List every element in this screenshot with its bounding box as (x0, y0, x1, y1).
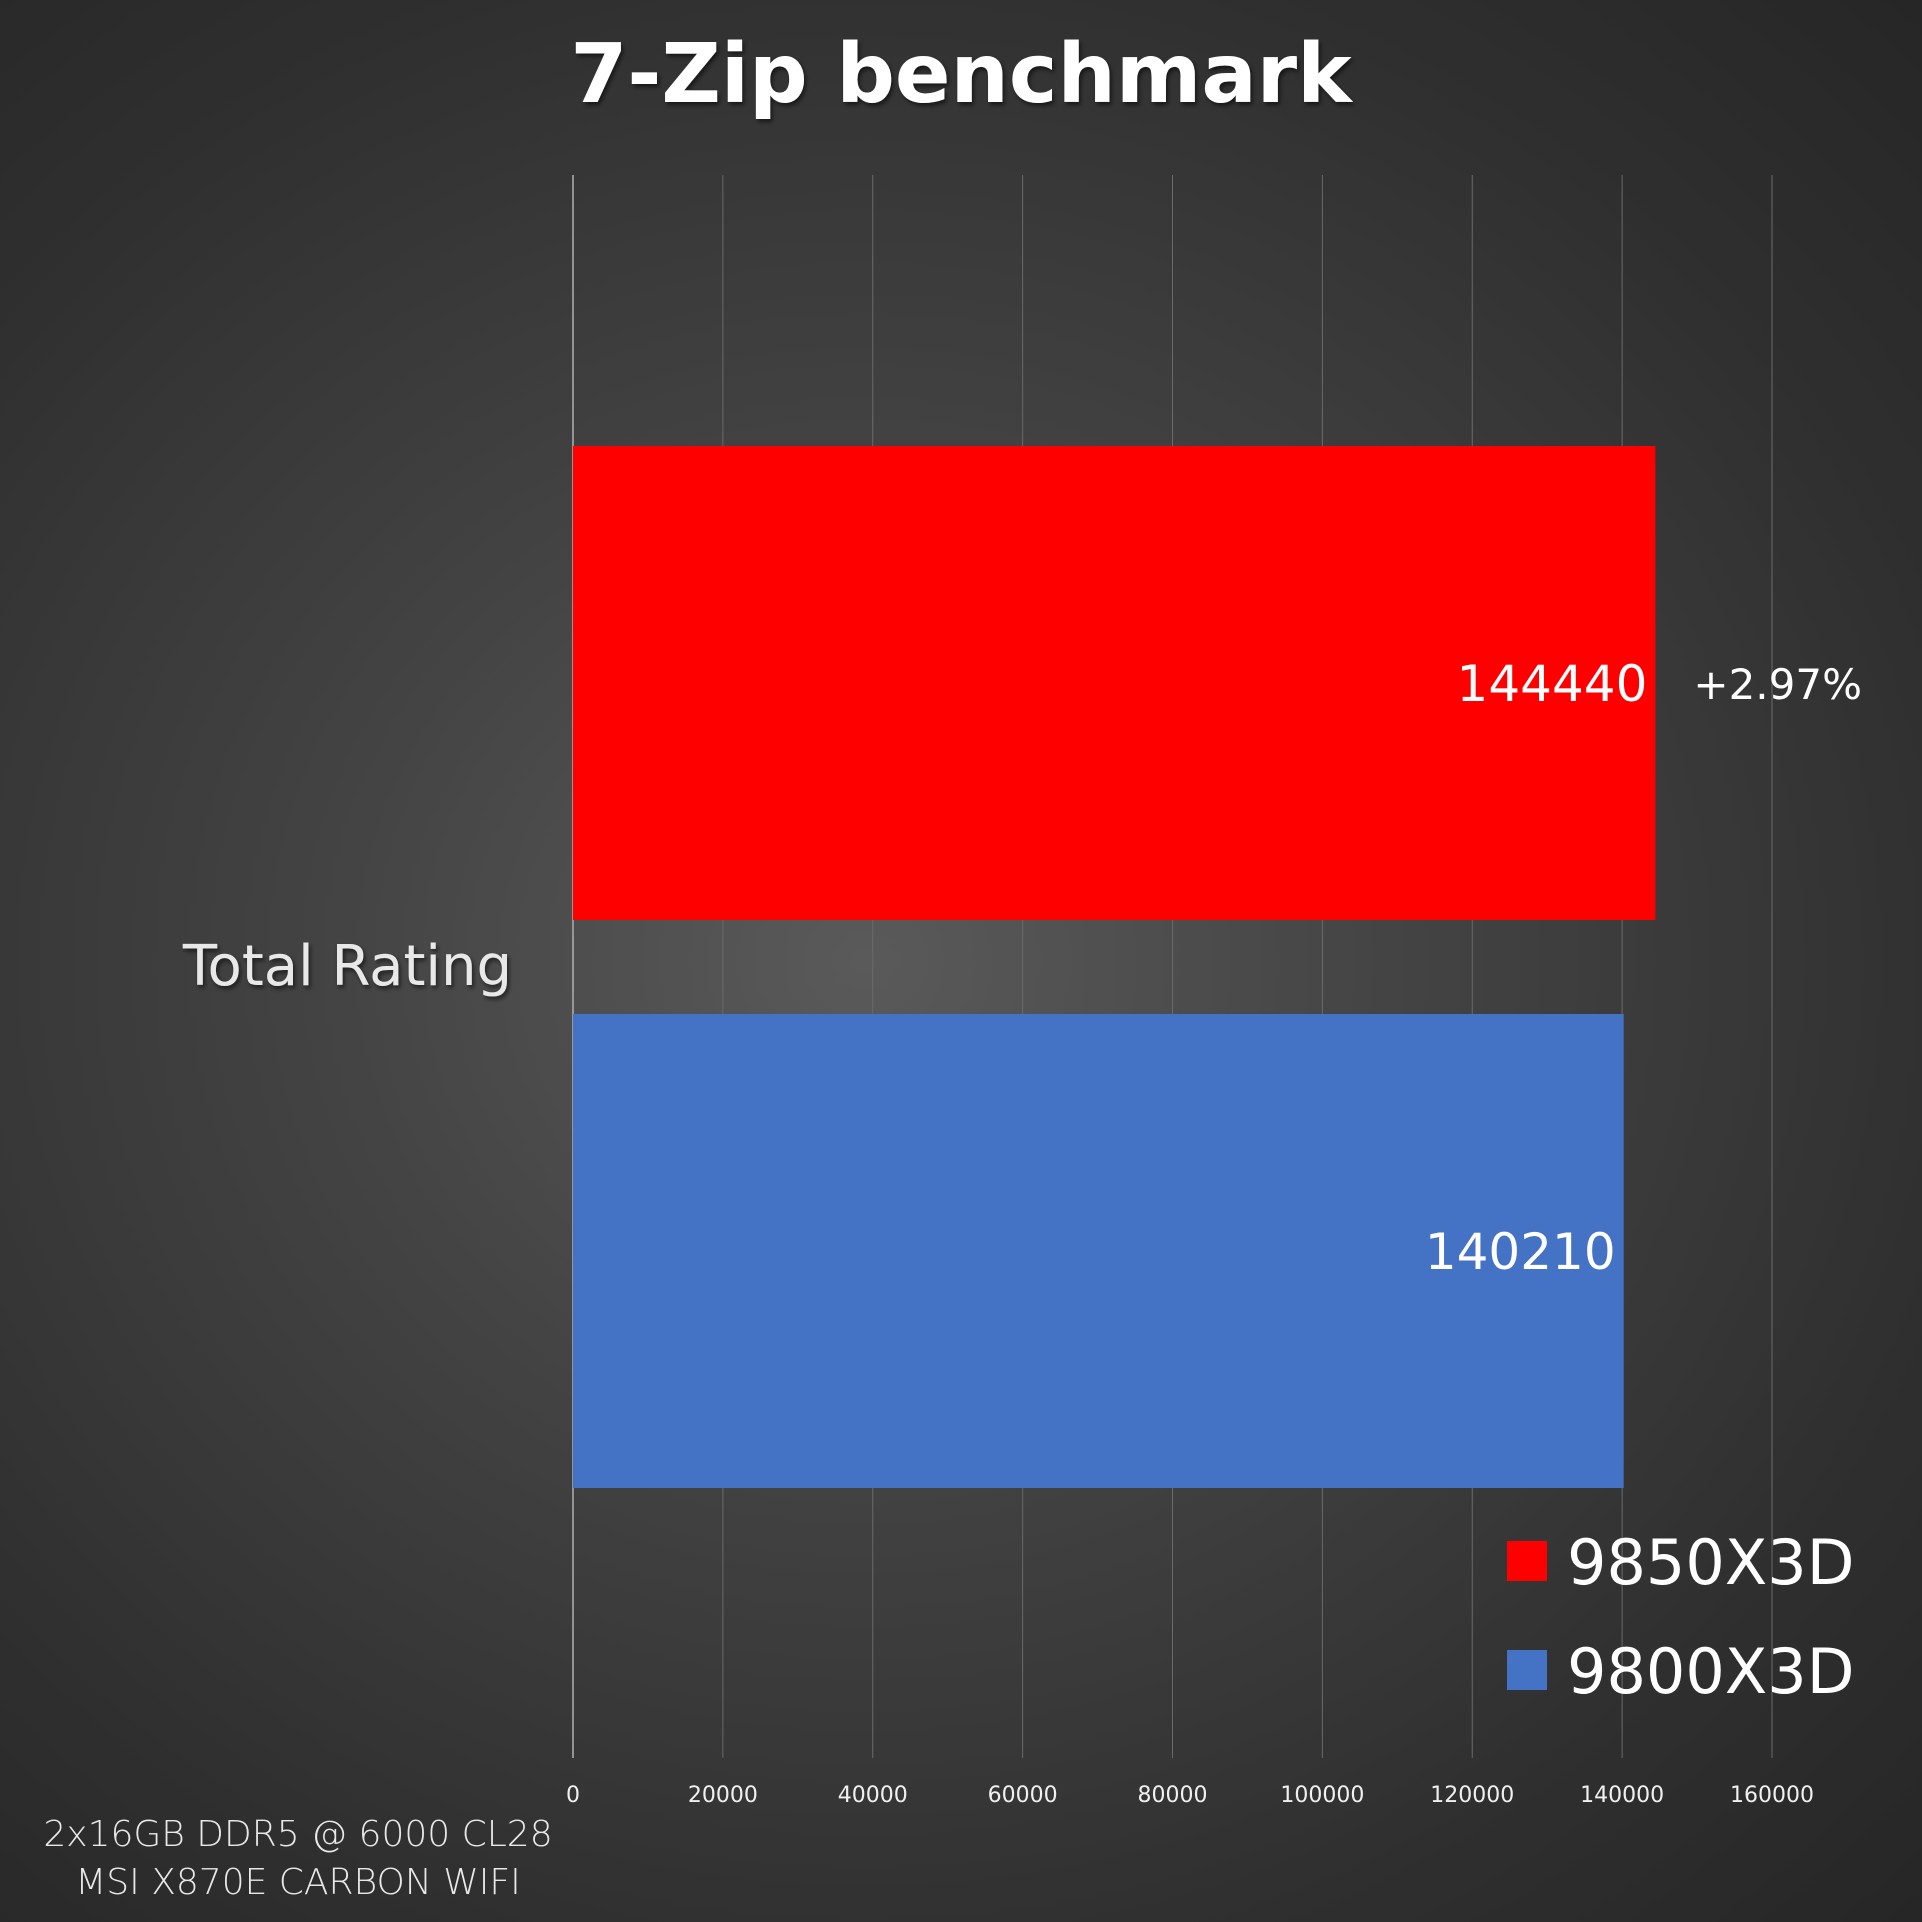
x-tick-label-40000: 40000 (838, 1783, 908, 1808)
x-tick-label-120000: 120000 (1430, 1783, 1514, 1808)
x-tick-label-160000: 160000 (1730, 1783, 1814, 1808)
legend-label-9800x3d: 9800X3D (1567, 1635, 1854, 1708)
legend-label-9850x3d: 9850X3D (1567, 1526, 1854, 1599)
x-tick-label-140000: 140000 (1580, 1783, 1664, 1808)
x-tick-label-0: 0 (566, 1783, 580, 1808)
chart-title: 7-Zip benchmark (570, 27, 1354, 122)
footer-motherboard-spec: MSI X870E CARBON WIFI (75, 1862, 521, 1903)
value-label-9850x3d: 144440 (1457, 655, 1648, 713)
x-tick-label-100000: 100000 (1280, 1783, 1364, 1808)
legend-swatch-9800x3d (1507, 1650, 1547, 1690)
x-tick-label-60000: 60000 (988, 1783, 1058, 1808)
difference-annotation: +2.97% (1693, 660, 1862, 709)
x-tick-label-20000: 20000 (688, 1783, 758, 1808)
bars (573, 446, 1656, 1488)
bar-9850x3d (573, 446, 1656, 920)
legend-swatch-9850x3d (1507, 1541, 1547, 1581)
footer-notes: 2x16GB DDR5 @ 6000 CL28 MSI X870E CARBON… (43, 1814, 552, 1903)
bar-9800x3d (573, 1014, 1624, 1488)
x-axis-ticks: 0 20000 40000 60000 80000 100000 120000 140000 1… (566, 1783, 1814, 1808)
x-tick-label-80000: 80000 (1138, 1783, 1208, 1808)
legend: 9850X3D 9800X3D (1507, 1526, 1854, 1708)
category-label: Total Rating (182, 934, 512, 999)
footer-memory-spec: 2x16GB DDR5 @ 6000 CL28 (43, 1814, 552, 1855)
data-labels: 144440 +2.97% 140210 (1425, 655, 1862, 1281)
value-label-9800x3d: 140210 (1425, 1223, 1616, 1281)
gridlines (722, 175, 1773, 1758)
